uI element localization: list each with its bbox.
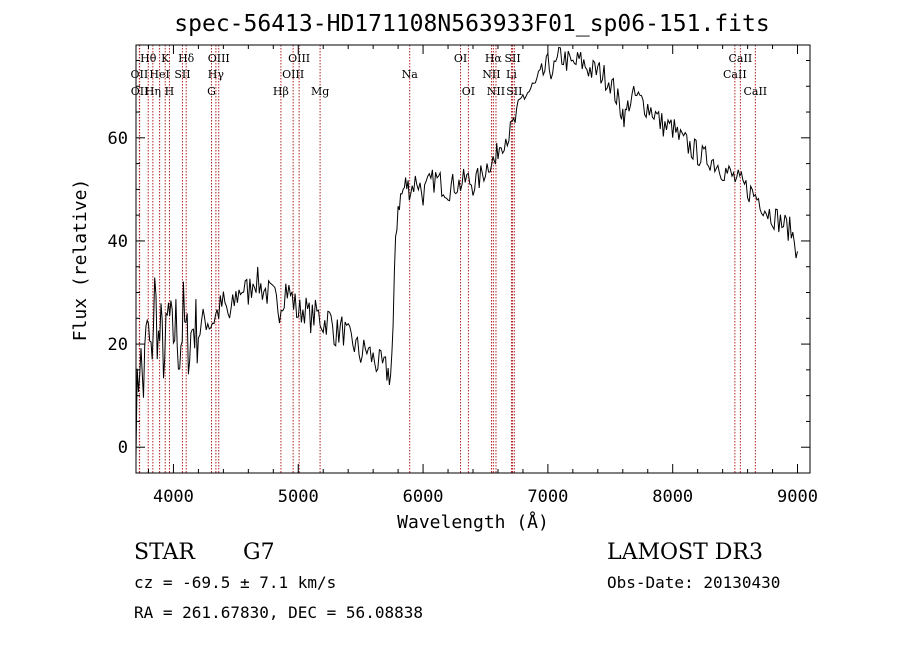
spectral-line-labels: Hθ OII OII K HeI Hη SII H Hδ OIII Hγ G OIII OIII Hβ Mg N… (131, 52, 768, 98)
x-tick-label: 8000 (652, 487, 693, 507)
spectral-line-markers (138, 45, 756, 473)
y-tick-label: 0 (118, 438, 128, 458)
y-tick-label: 20 (108, 335, 128, 355)
spectral-line-label: Hδ (178, 52, 195, 65)
x-tick-label: 6000 (403, 487, 444, 507)
survey-name: LAMOST DR3 (607, 540, 763, 565)
spectral-line-label: OIII (288, 52, 310, 65)
y-axis-title: Flux (relative) (70, 179, 91, 342)
spectral-line-label: SII (504, 52, 520, 65)
spectral-line-label: Hη (145, 85, 161, 98)
x-tick-label: 5000 (278, 487, 319, 507)
spectral-line-label: OII (131, 68, 149, 81)
x-tick-label: 7000 (527, 487, 568, 507)
spectral-line-label: Mg (311, 85, 329, 98)
spectral-line-label: G (207, 85, 216, 98)
spectral-line-label: Li (506, 68, 517, 81)
spectral-line-label: OIII (208, 52, 230, 65)
spectral-line-label: OI (454, 52, 467, 65)
spectral-line-label: Hβ (273, 85, 289, 98)
object-class: STAR (134, 540, 196, 565)
x-axis-ticks: 4000 5000 6000 7000 8000 9000 (147, 45, 818, 507)
spectral-line-label: Hθ (140, 52, 157, 65)
spectral-line-label: OI (462, 85, 475, 98)
spectral-line-label: Hγ (208, 68, 225, 81)
spectral-line-label: NII (487, 85, 505, 98)
redshift-info: cz = -69.5 ± 7.1 km/s (134, 573, 336, 592)
spectral-line-label: SII (174, 68, 190, 81)
observation-date: Obs-Date: 20130430 (607, 573, 780, 592)
spectral-line-label: CaII (729, 52, 753, 65)
spectral-line-label: K (161, 52, 170, 65)
plot-frame (135, 44, 811, 474)
spectral-line-label: HeI (149, 68, 169, 81)
spectral-line-label: NII (482, 68, 500, 81)
spectral-line-label: SII (506, 85, 522, 98)
y-tick-label: 40 (108, 232, 128, 252)
spectral-line-label: Na (402, 68, 419, 81)
subclass: G7 (243, 540, 275, 565)
y-axis-ticks: 0 20 40 60 (108, 59, 810, 458)
x-tick-label: 9000 (777, 487, 818, 507)
spectral-line-label: OII (131, 85, 149, 98)
coordinates: RA = 261.67830, DEC = 56.08838 (134, 603, 423, 622)
spectrum-series-line (135, 46, 798, 458)
chart-title: spec-56413-HD171108N563933F01_sp06-151.f… (174, 11, 769, 37)
spectral-line-label: OIII (282, 68, 304, 81)
y-tick-label: 60 (108, 129, 128, 149)
spectral-line-label: CaII (723, 68, 747, 81)
spectral-line-label: H (165, 85, 175, 98)
spectral-line-label: Hα (485, 52, 503, 65)
x-tick-label: 4000 (153, 487, 194, 507)
x-axis-title: Wavelength (Å) (397, 511, 549, 533)
spectral-line-label: CaII (743, 85, 767, 98)
